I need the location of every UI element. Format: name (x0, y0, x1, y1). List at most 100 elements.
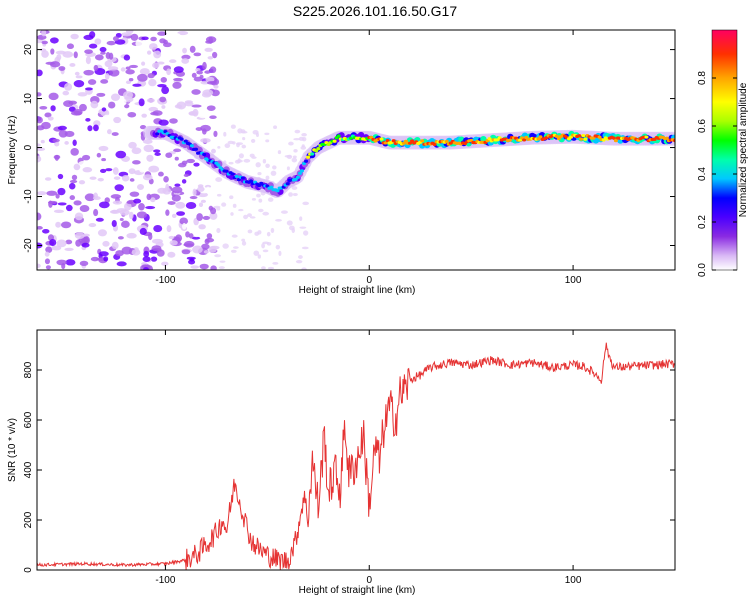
noise-cell (189, 45, 196, 53)
noise-cell (210, 89, 220, 97)
noise-cell (94, 54, 104, 61)
noise-cell (205, 76, 215, 83)
noise-cell (113, 176, 121, 180)
noise-cell (150, 197, 156, 203)
noise-cell (54, 141, 60, 147)
ridge-core (507, 138, 512, 142)
noise-cell (171, 186, 183, 194)
noise-cell (57, 187, 66, 196)
noise-cell (246, 213, 252, 218)
noise-cell (41, 40, 48, 45)
noise-cell (150, 111, 159, 116)
noise-cell (119, 217, 124, 222)
noise-cell (154, 152, 161, 156)
noise-cell (66, 43, 74, 50)
noise-cell (208, 246, 217, 253)
noise-cell (64, 82, 73, 91)
noise-cell (141, 113, 147, 118)
ridge-core (249, 179, 254, 183)
noise-cell (112, 200, 123, 205)
noise-cell (216, 193, 222, 197)
noise-cell (51, 245, 62, 251)
noise-cell (83, 69, 95, 76)
noise-cell (173, 77, 184, 82)
noise-cell (145, 205, 156, 210)
noise-cell (205, 186, 211, 193)
noise-cell (46, 190, 58, 196)
ridge-core (304, 159, 309, 163)
noise-cell (217, 146, 221, 149)
noise-cell (180, 182, 188, 187)
noise-cell (37, 92, 42, 97)
noise-cell (65, 239, 73, 245)
ridge-core (611, 136, 616, 140)
noise-cell (139, 167, 146, 173)
noise-cell (56, 259, 67, 266)
noise-cell (275, 244, 281, 250)
spectrogram-ylabel: Frequency (Hz) (7, 116, 18, 185)
ridge-core (193, 147, 198, 151)
ridge-core (216, 163, 221, 167)
noise-cell (62, 90, 70, 96)
noise-cell (301, 267, 307, 270)
noise-cell (107, 66, 119, 71)
x-tick-label: -100 (155, 275, 175, 286)
noise-cell (173, 66, 184, 73)
ridge-core (163, 129, 168, 134)
noise-cell (181, 222, 187, 230)
ridge-core (522, 138, 527, 142)
ridge-core (538, 135, 543, 139)
noise-cell (78, 103, 87, 112)
noise-cell (81, 242, 90, 248)
y-tick-label: -10 (23, 189, 34, 204)
noise-cell (37, 263, 41, 269)
noise-cell (291, 186, 298, 190)
noise-cell (87, 125, 93, 132)
noise-cell (218, 266, 225, 270)
noise-cell (40, 57, 48, 63)
noise-cell (165, 152, 173, 158)
noise-cell (52, 138, 60, 143)
y-tick-label: 800 (23, 361, 34, 378)
noise-cell (100, 79, 109, 84)
ridge-core (310, 152, 315, 156)
noise-cell (69, 225, 77, 231)
noise-cell (142, 174, 153, 181)
noise-cell (291, 157, 298, 163)
noise-cell (146, 50, 152, 55)
x-tick-label: 0 (366, 575, 372, 586)
noise-cell (37, 69, 43, 77)
noise-cell (247, 229, 253, 234)
noise-cell (216, 207, 221, 211)
noise-cell (256, 193, 261, 198)
noise-cell (146, 193, 152, 201)
ridge-core (385, 138, 390, 143)
noise-cell (196, 213, 203, 221)
noise-cell (124, 104, 130, 109)
noise-cell (261, 266, 266, 270)
noise-cell (106, 40, 116, 46)
noise-cell (70, 148, 79, 156)
noise-cell (191, 104, 202, 108)
noise-cell (131, 147, 142, 155)
noise-cell (139, 68, 150, 75)
noise-cell (199, 263, 209, 270)
noise-cell (41, 50, 49, 58)
noise-cell (64, 247, 74, 252)
noise-cell (185, 231, 190, 238)
noise-cell (161, 105, 166, 109)
noise-cell (136, 184, 145, 191)
ridge-core (579, 137, 584, 141)
noise-cell (200, 80, 210, 85)
noise-cell (104, 72, 110, 80)
noise-cell (99, 46, 107, 53)
noise-cell (293, 137, 301, 141)
noise-cell (75, 75, 83, 79)
noise-cell (68, 182, 76, 190)
noise-cell (133, 198, 142, 204)
colorbar-tick-label: 0.0 (697, 263, 708, 277)
ridge-core (202, 152, 207, 157)
noise-cell (255, 162, 261, 168)
noise-cell (167, 201, 176, 205)
noise-cell (74, 71, 80, 76)
